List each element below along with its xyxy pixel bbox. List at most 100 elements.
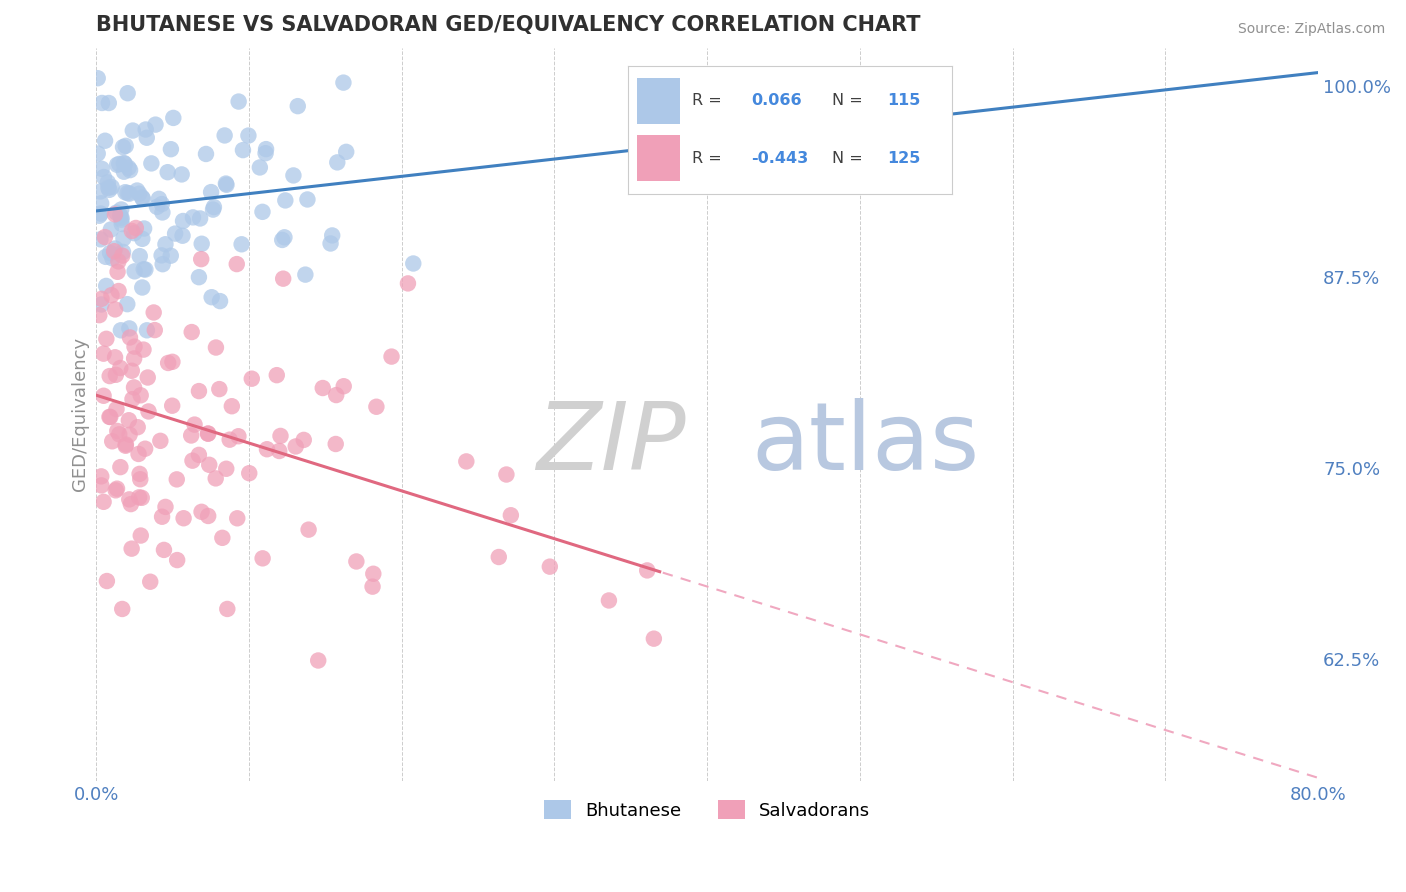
Point [188,384,211,398]
Point [162,355,184,369]
Point [150,197,173,211]
Point [121,224,143,238]
Point [181,453,204,467]
Point [160,399,183,413]
Point [638,71,661,86]
Point [114,439,136,453]
Point [122,380,145,394]
Point [332,379,354,393]
Point [107,254,129,268]
Point [94,230,117,244]
Point [287,99,309,113]
Point [94,250,117,264]
Point [121,364,143,378]
Point [325,388,347,402]
Point [456,454,478,468]
Point [118,427,141,442]
Point [197,508,219,523]
Point [159,249,181,263]
Point [190,236,212,251]
Point [128,186,150,201]
Point [89,308,111,322]
Point [96,279,118,293]
Point [380,350,402,364]
Point [180,325,202,339]
Point [135,130,157,145]
Point [122,226,145,240]
Point [145,118,167,132]
Point [110,323,132,337]
Point [249,161,271,175]
Point [173,511,195,525]
Point [139,574,162,589]
Point [86,71,108,86]
Point [118,492,141,507]
Point [121,541,143,556]
Point [187,270,209,285]
Point [114,138,136,153]
Point [108,427,131,442]
Point [91,95,114,110]
Point [201,290,224,304]
Point [495,467,517,482]
Point [97,95,120,110]
Point [165,227,187,241]
Point [104,351,127,365]
Point [128,447,150,461]
Point [226,511,249,525]
Point [238,467,260,481]
Point [132,262,155,277]
Point [294,268,316,282]
Point [138,404,160,418]
Point [108,157,131,171]
Point [190,252,212,267]
Point [215,177,238,191]
Point [89,185,111,199]
Point [105,158,128,172]
Point [132,221,155,235]
Point [111,140,134,154]
Point [128,491,150,505]
Point [172,228,194,243]
Point [117,161,139,175]
Point [231,237,253,252]
Point [266,368,288,383]
Point [254,142,277,156]
Point [326,155,349,169]
Point [104,207,127,221]
Point [103,244,125,259]
Point [107,284,129,298]
Point [105,424,128,438]
Point [136,370,159,384]
Point [149,434,172,448]
Point [312,381,335,395]
Point [228,95,250,109]
Point [98,409,121,424]
Point [153,542,176,557]
Point [284,440,307,454]
Point [166,472,188,486]
Point [135,122,157,136]
Point [254,146,277,161]
Point [97,181,120,195]
Point [105,482,128,496]
Point [155,237,177,252]
Point [190,505,212,519]
Text: atlas: atlas [751,398,980,490]
Point [97,175,120,189]
Point [112,165,135,179]
Point [93,389,115,403]
Point [361,580,384,594]
Point [117,86,139,100]
Point [100,180,122,194]
Point [132,343,155,357]
Text: BHUTANESE VS SALVADORAN GED/EQUIVALENCY CORRELATION CHART: BHUTANESE VS SALVADORAN GED/EQUIVALENCY … [96,15,921,35]
Point [105,205,128,219]
Point [273,230,295,244]
Point [181,211,204,225]
Point [105,402,128,417]
Point [131,280,153,294]
Point [197,426,219,441]
Point [297,193,319,207]
Point [143,323,166,337]
